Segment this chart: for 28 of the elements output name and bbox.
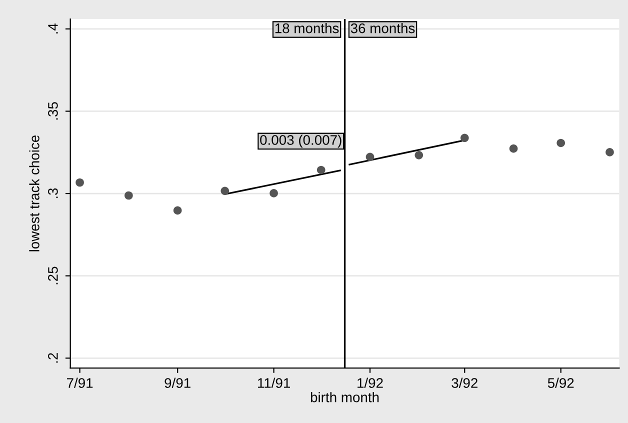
point [366, 152, 374, 162]
point [173, 206, 182, 215]
y-tick-label: .35 [48, 102, 58, 120]
y-tick-label: .3 [48, 188, 58, 198]
point [414, 151, 424, 160]
x-tick-label: 3/92 [452, 378, 478, 388]
x-tick-label: 1/92 [358, 378, 383, 388]
y-tick-label: .2 [48, 353, 58, 363]
point [270, 189, 278, 198]
point [76, 178, 84, 187]
point [316, 166, 326, 174]
y-tick-label: .25 [48, 266, 58, 284]
annotation: 18 months [275, 23, 339, 34]
point [509, 144, 518, 153]
y-tick-label: .4 [48, 24, 58, 34]
point [606, 148, 614, 156]
annotation: 0.003 (0.007) [260, 134, 342, 148]
y-axis-title: lowest track choice [29, 135, 40, 252]
x-tick-label: 7/91 [66, 378, 93, 388]
x-tick-label: 5/92 [548, 378, 574, 388]
x-tick-label: 9/91 [164, 378, 190, 388]
annotation: 36 months [350, 23, 415, 34]
point [556, 138, 566, 148]
point [220, 186, 230, 196]
point [124, 191, 133, 200]
x-axis-title: birth month [310, 392, 379, 402]
x-tick-label: 11/91 [258, 378, 290, 388]
point [460, 134, 469, 142]
